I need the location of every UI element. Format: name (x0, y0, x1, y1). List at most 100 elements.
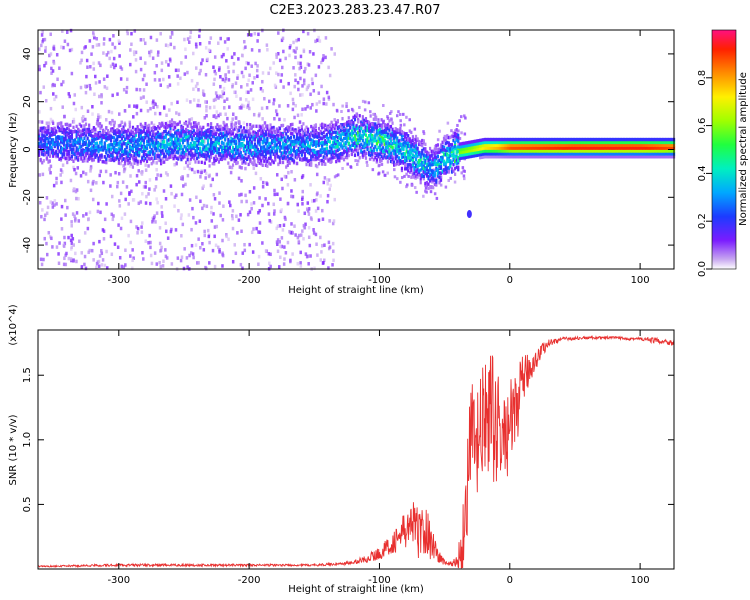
heatmap-cell (349, 145, 352, 150)
heatmap-cell (123, 212, 127, 216)
heatmap-cell (369, 122, 372, 126)
heatmap-cell (97, 264, 101, 268)
heatmap-cell (45, 147, 49, 151)
heatmap-cell (455, 150, 458, 154)
heatmap-cell (206, 57, 209, 62)
heatmap-cell (307, 63, 311, 67)
heatmap-cell (188, 35, 192, 39)
heatmap-cell (364, 100, 367, 104)
heatmap-cell (88, 143, 91, 147)
heatmap-cell (230, 165, 234, 170)
heatmap-cell (189, 251, 193, 255)
heatmap-cell (114, 141, 117, 145)
heatmap-cell (449, 143, 452, 147)
heatmap-cell (223, 79, 227, 83)
heatmap-cell (452, 138, 455, 143)
heatmap-cell (300, 140, 303, 144)
heatmap-cell (447, 158, 450, 162)
heatmap-cell (219, 131, 222, 136)
heatmap-cell (73, 167, 76, 172)
heatmap-cell (254, 61, 257, 66)
heatmap-cell (410, 147, 413, 152)
heatmap-cell (41, 120, 44, 124)
heatmap-cell (64, 148, 67, 152)
heatmap-cell (242, 74, 245, 79)
heatmap-cell (322, 142, 325, 146)
heatmap-cell (335, 121, 338, 125)
heatmap-cell (416, 147, 419, 151)
heatmap-cell (283, 257, 286, 261)
heatmap-cell (218, 66, 221, 70)
heatmap-cell (344, 140, 347, 145)
heatmap-cell (83, 150, 86, 154)
heatmap-cell (250, 151, 253, 155)
heatmap-cell (134, 139, 138, 144)
heatmap-cell (386, 155, 389, 160)
heatmap-cell (277, 52, 280, 56)
heatmap-cell (205, 157, 208, 161)
heatmap-cell (225, 134, 228, 138)
heatmap-cell (393, 149, 396, 153)
heatmap-cell (452, 163, 455, 167)
heatmap-cell (319, 60, 323, 65)
spectrogram-heatmap (38, 28, 676, 271)
heatmap-cell (330, 149, 333, 154)
heatmap-cell (131, 135, 135, 139)
heatmap-cell (103, 263, 107, 268)
heatmap-cell (141, 77, 145, 82)
heatmap-cell (327, 97, 331, 101)
heatmap-cell (196, 261, 199, 265)
heatmap-cell (91, 104, 94, 109)
heatmap-cell (341, 166, 344, 170)
heatmap-cell (116, 150, 119, 155)
heatmap-cell (203, 132, 206, 136)
heatmap-cell (95, 265, 98, 270)
heatmap-cell (53, 83, 56, 88)
heatmap-cell (441, 148, 444, 152)
heatmap-cell (50, 140, 53, 145)
heatmap-cell (199, 132, 202, 136)
heatmap-cell (360, 147, 363, 151)
heatmap-cell (285, 138, 288, 142)
heatmap-cell (68, 48, 72, 53)
heatmap-cell (174, 154, 177, 159)
heatmap-cell (151, 220, 154, 224)
heatmap-cell (364, 117, 368, 121)
heatmap-cell (223, 99, 226, 103)
heatmap-cell (183, 132, 186, 136)
heatmap-cell (102, 128, 105, 133)
heatmap-cell (452, 146, 455, 150)
heatmap-cell (327, 65, 330, 70)
heatmap-cell (439, 155, 443, 160)
heatmap-cell (91, 128, 94, 133)
heatmap-cell (217, 135, 221, 140)
heatmap-cell (205, 153, 208, 157)
heatmap-cell (172, 140, 175, 145)
heatmap-cell (73, 93, 77, 97)
heatmap-cell (332, 258, 335, 263)
heatmap-cell (353, 147, 357, 152)
heatmap-cell (258, 230, 262, 234)
heatmap-cell (374, 138, 377, 143)
heatmap-cell (325, 102, 328, 106)
heatmap-cell (50, 150, 53, 155)
heatmap-cell (88, 210, 92, 215)
heatmap-cell (422, 170, 425, 174)
heatmap-cell (77, 137, 80, 141)
heatmap-cell (284, 217, 287, 221)
heatmap-cell (405, 172, 408, 176)
heatmap-cell (117, 157, 120, 162)
heatmap-cell (252, 145, 255, 149)
heatmap-cell (444, 171, 447, 175)
heatmap-cell (231, 156, 235, 160)
heatmap-cell (306, 159, 310, 163)
heatmap-cell (240, 179, 243, 183)
heatmap-cell (186, 148, 189, 152)
heatmap-cell (313, 142, 316, 147)
heatmap-cell (261, 79, 264, 84)
heatmap-cell (154, 111, 157, 116)
heatmap-cell (158, 226, 162, 230)
heatmap-cell (170, 139, 174, 143)
heatmap-cell (333, 155, 336, 159)
heatmap-cell (191, 252, 195, 256)
